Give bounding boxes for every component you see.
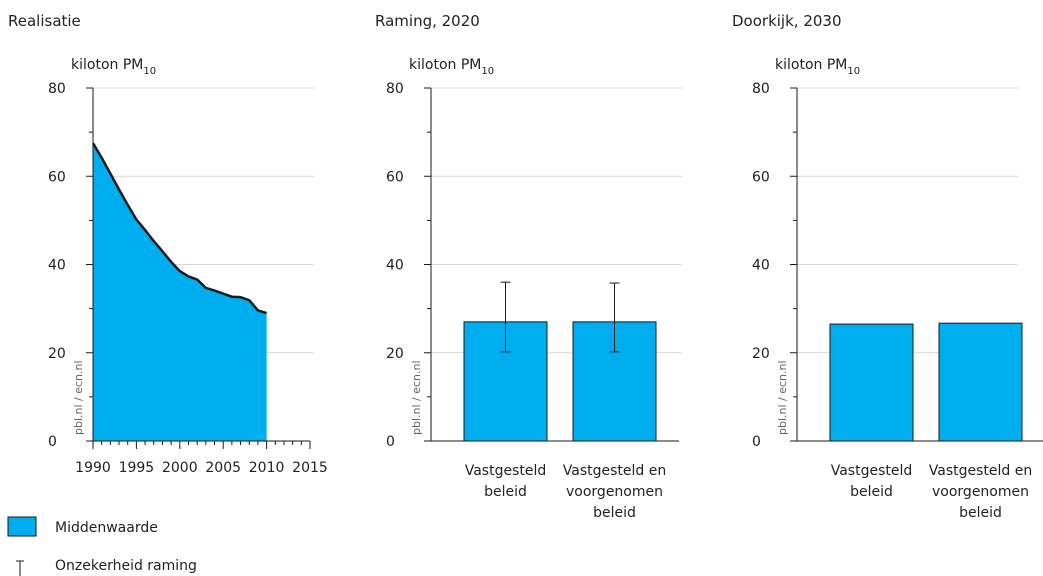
y-tick-label: 40 xyxy=(48,258,66,274)
watermark-text: pbl.nl / ecn.nl xyxy=(72,360,85,435)
y-tick-label: 60 xyxy=(386,169,404,185)
watermark-text: pbl.nl / ecn.nl xyxy=(776,360,789,435)
x-tick-label: 1990 xyxy=(75,460,111,476)
y-tick-label: 40 xyxy=(386,258,404,274)
legend-label: Onzekerheid raming xyxy=(55,558,197,574)
panel-title: Raming, 2020 xyxy=(375,12,480,30)
chart-panel-1: Realisatie kiloton PM10 0 20 40 60 80 pbl.nl / … xyxy=(8,12,328,476)
category-label: Vastgesteld en xyxy=(929,463,1032,479)
y-axis-unit-subscript: 10 xyxy=(481,66,494,77)
panel-title: Doorkijk, 2030 xyxy=(732,12,842,30)
x-tick-label: 2000 xyxy=(162,460,198,476)
legend-label: Middenwaarde xyxy=(55,520,158,536)
y-axis-unit-label: kiloton PM10 xyxy=(409,57,494,77)
y-tick-label: 80 xyxy=(386,81,404,97)
category-label: beleid xyxy=(593,505,636,521)
y-axis-unit-label: kiloton PM10 xyxy=(775,57,860,77)
x-tick-label: 2010 xyxy=(249,460,285,476)
y-tick-label: 80 xyxy=(752,81,770,97)
y-tick-label: 0 xyxy=(752,434,761,450)
y-tick-label: 80 xyxy=(48,81,66,97)
x-tick-label: 1995 xyxy=(119,460,155,476)
y-tick-label: 0 xyxy=(48,434,57,450)
y-tick-label: 20 xyxy=(752,346,770,362)
legend-swatch xyxy=(7,516,37,537)
chart-panel-2: Raming, 2020 kiloton PM10 0 20 40 60 80 pbl.nl … xyxy=(375,12,682,521)
category-label: voorgenomen xyxy=(566,484,663,500)
y-tick-label: 20 xyxy=(386,346,404,362)
y-axis-unit-subscript: 10 xyxy=(847,66,860,77)
x-tick-label: 2005 xyxy=(205,460,241,476)
chart-panel-3: Doorkijk, 2030 kiloton PM10 0 20 40 60 80 pbl.n… xyxy=(732,12,1043,521)
series-line xyxy=(91,142,267,315)
y-tick-label: 60 xyxy=(48,169,66,185)
y-axis-unit-text: kiloton PM xyxy=(775,57,847,73)
bar xyxy=(938,322,1023,442)
y-axis-unit-subscript: 10 xyxy=(143,66,156,77)
y-tick-label: 20 xyxy=(48,346,66,362)
y-tick-label: 0 xyxy=(386,434,395,450)
category-label: voorgenomen xyxy=(932,484,1029,500)
y-tick-label: 60 xyxy=(752,169,770,185)
panel-title: Realisatie xyxy=(8,12,81,30)
x-tick-label: 2015 xyxy=(292,460,328,476)
y-axis-unit-text: kiloton PM xyxy=(71,57,143,73)
category-label: Vastgesteld xyxy=(831,463,913,479)
bar xyxy=(829,323,914,442)
legend: Middenwaarde Onzekerheid raming xyxy=(7,516,197,576)
y-axis-unit-text: kiloton PM xyxy=(409,57,481,73)
category-label: beleid xyxy=(850,484,893,500)
y-axis-unit-label: kiloton PM10 xyxy=(71,57,156,77)
category-label: beleid xyxy=(484,484,527,500)
category-label: beleid xyxy=(959,505,1002,521)
category-label: Vastgesteld en xyxy=(563,463,666,479)
area-fill xyxy=(93,143,267,441)
y-tick-label: 40 xyxy=(752,258,770,274)
category-label: Vastgesteld xyxy=(465,463,547,479)
watermark-text: pbl.nl / ecn.nl xyxy=(410,360,423,435)
